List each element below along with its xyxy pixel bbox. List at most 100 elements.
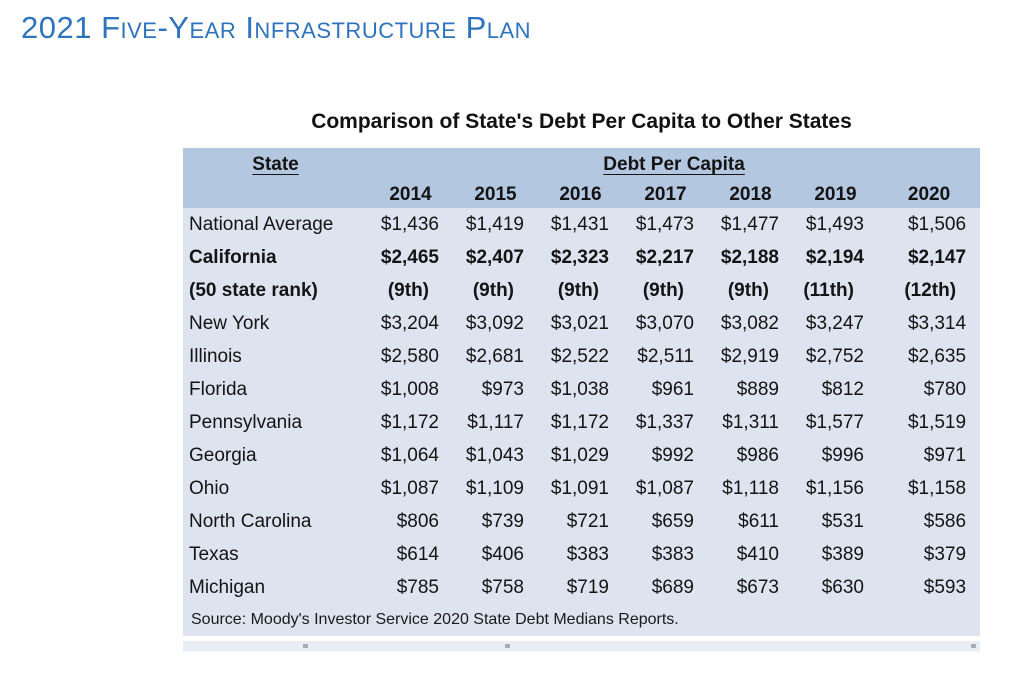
value-cell: $2,323 [538, 241, 623, 274]
value-cell: $406 [453, 538, 538, 571]
year-header-cell: 2020 [878, 181, 981, 208]
value-cell: (9th) [708, 274, 793, 307]
value-cell: $1,419 [453, 208, 538, 241]
value-cell: $1,431 [538, 208, 623, 241]
value-cell: $780 [878, 373, 981, 406]
table-row: Florida $1,008 $973 $1,038 $961 $889 $812 $780 [183, 373, 981, 406]
table-row: (50 state rank) (9th) (9th) (9th) (9th) (9th)… [183, 274, 981, 307]
value-cell: $1,172 [538, 406, 623, 439]
value-cell: $3,021 [538, 307, 623, 340]
state-name-cell: National Average [183, 208, 368, 241]
value-cell: $593 [878, 571, 981, 604]
table-row: Texas $614 $406 $383 $383 $410 $389 $379 [183, 538, 981, 571]
value-cell: $1,473 [623, 208, 708, 241]
state-name-cell: California [183, 241, 368, 274]
value-cell: $721 [538, 505, 623, 538]
page-title: 2021 Five-Year Infrastructure Plan [21, 10, 532, 45]
value-cell: $2,635 [878, 340, 981, 373]
remnant-mark [971, 644, 976, 648]
value-cell: $1,038 [538, 373, 623, 406]
table-row: Ohio $1,087 $1,109 $1,091 $1,087 $1,118 $1,156… [183, 472, 981, 505]
value-cell: $986 [708, 439, 793, 472]
value-cell: $1,091 [538, 472, 623, 505]
value-cell: $1,156 [793, 472, 878, 505]
value-cell: $1,337 [623, 406, 708, 439]
table-title: Comparison of State's Debt Per Capita to… [311, 110, 852, 133]
year-header-cell: 2018 [708, 181, 793, 208]
value-cell: $1,064 [368, 439, 453, 472]
value-cell: $611 [708, 505, 793, 538]
value-cell: $719 [538, 571, 623, 604]
value-cell: $3,204 [368, 307, 453, 340]
value-cell: $2,752 [793, 340, 878, 373]
value-cell: $996 [793, 439, 878, 472]
value-cell: $1,436 [368, 208, 453, 241]
year-header-cell: 2019 [793, 181, 878, 208]
value-cell: $2,217 [623, 241, 708, 274]
value-cell: $806 [368, 505, 453, 538]
value-cell: $2,147 [878, 241, 981, 274]
value-cell: $630 [793, 571, 878, 604]
value-cell: $1,311 [708, 406, 793, 439]
value-cell: $659 [623, 505, 708, 538]
value-cell: $2,465 [368, 241, 453, 274]
value-cell: (11th) [793, 274, 878, 307]
value-cell: $3,314 [878, 307, 981, 340]
remnant-mark [505, 644, 510, 648]
value-cell: $383 [538, 538, 623, 571]
debt-per-capita-table: State Debt Per Capita 2014 2015 2016 2017 20… [183, 148, 981, 636]
table-row: California $2,465 $2,407 $2,323 $2,217 $2,188… [183, 241, 981, 274]
table-row: Michigan $785 $758 $719 $689 $673 $630 $593 [183, 571, 981, 604]
value-cell: $3,092 [453, 307, 538, 340]
value-cell: (12th) [878, 274, 981, 307]
value-cell: $2,580 [368, 340, 453, 373]
value-cell: $410 [708, 538, 793, 571]
value-cell: $2,188 [708, 241, 793, 274]
value-cell: (9th) [368, 274, 453, 307]
state-name-cell: Pennsylvania [183, 406, 368, 439]
state-name-cell: Illinois [183, 340, 368, 373]
table-row: New York $3,204 $3,092 $3,021 $3,070 $3,082 $3… [183, 307, 981, 340]
value-cell: $971 [878, 439, 981, 472]
table-row: Pennsylvania $1,172 $1,117 $1,172 $1,337 $1,3… [183, 406, 981, 439]
value-cell: $1,506 [878, 208, 981, 241]
value-cell: $379 [878, 538, 981, 571]
state-name-cell: Georgia [183, 439, 368, 472]
source-note: Source: Moody's Investor Service 2020 St… [183, 604, 981, 636]
value-cell: $2,511 [623, 340, 708, 373]
year-header-cell: 2015 [453, 181, 538, 208]
cutoff-row-remnant [183, 641, 980, 652]
value-cell: $3,247 [793, 307, 878, 340]
value-cell: $812 [793, 373, 878, 406]
debt-per-capita-header: Debt Per Capita [368, 148, 981, 181]
value-cell: $614 [368, 538, 453, 571]
table-row: National Average $1,436 $1,419 $1,431 $1,473… [183, 208, 981, 241]
value-cell: $1,477 [708, 208, 793, 241]
value-cell: $1,577 [793, 406, 878, 439]
value-cell: $2,194 [793, 241, 878, 274]
value-cell: $785 [368, 571, 453, 604]
value-cell: $1,029 [538, 439, 623, 472]
value-cell: $1,008 [368, 373, 453, 406]
value-cell: $1,172 [368, 406, 453, 439]
year-header-cell: 2014 [368, 181, 453, 208]
value-cell: $3,070 [623, 307, 708, 340]
state-name-cell: Texas [183, 538, 368, 571]
value-cell: $992 [623, 439, 708, 472]
value-cell: $689 [623, 571, 708, 604]
value-cell: $758 [453, 571, 538, 604]
value-cell: $2,522 [538, 340, 623, 373]
value-cell: (9th) [453, 274, 538, 307]
value-cell: $1,109 [453, 472, 538, 505]
table-row: Illinois $2,580 $2,681 $2,522 $2,511 $2,919 $2… [183, 340, 981, 373]
value-cell: $1,087 [368, 472, 453, 505]
value-cell: $1,117 [453, 406, 538, 439]
state-name-cell: Michigan [183, 571, 368, 604]
state-name-cell: Florida [183, 373, 368, 406]
value-cell: $1,158 [878, 472, 981, 505]
value-cell: $383 [623, 538, 708, 571]
value-cell: $1,087 [623, 472, 708, 505]
value-cell: $531 [793, 505, 878, 538]
state-name-cell: North Carolina [183, 505, 368, 538]
value-cell: $586 [878, 505, 981, 538]
